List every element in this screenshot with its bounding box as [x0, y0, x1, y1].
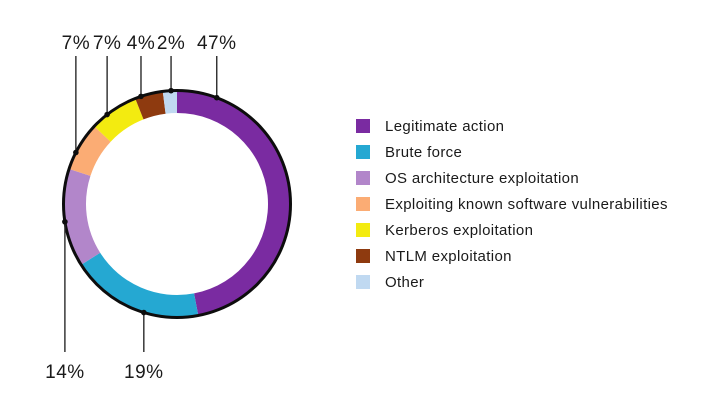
legend-label: Kerberos exploitation	[385, 221, 534, 239]
legend-label: Legitimate action	[385, 117, 505, 135]
slice-ntlm-exploitation	[135, 92, 166, 120]
legend-swatch-icon	[356, 119, 370, 133]
callout-dot-ntlm-exploitation	[138, 93, 144, 100]
slice-legitimate-action	[177, 91, 290, 315]
legend-label: Other	[385, 273, 425, 291]
legend-label: Brute force	[385, 143, 463, 161]
callout-label-legitimate-action: 47%	[197, 33, 237, 54]
callout-label-exploiting-known-software-vulnerabilities: 7%	[62, 33, 90, 54]
legend-swatch-icon	[356, 171, 370, 185]
callout-dot-other	[168, 87, 174, 94]
callout-dot-kerberos-exploitation	[104, 111, 110, 118]
slice-brute-force	[82, 252, 199, 317]
legend-swatch-icon	[356, 275, 370, 289]
callout-label-os-architecture-exploitation: 14%	[45, 362, 85, 383]
legend-label: NTLM exploitation	[385, 247, 512, 265]
chart-legend: Legitimate action Brute force OS architect…	[356, 113, 668, 295]
legend-item-exploiting-known-software-vulnerabilities: Exploiting known software vulnerabilitie…	[356, 191, 668, 217]
legend-swatch-icon	[356, 223, 370, 237]
callout-label-kerberos-exploitation: 7%	[93, 33, 121, 54]
callout-dot-legitimate-action	[213, 94, 220, 101]
legend-item-os-architecture-exploitation: OS architecture exploitation	[356, 165, 668, 191]
legend-item-kerberos-exploitation: Kerberos exploitation	[356, 217, 668, 243]
slice-kerberos-exploitation	[94, 99, 144, 142]
donut-chart: 47% 19% 14% 7% 7% 4% 2%	[45, 33, 292, 383]
callout-dot-exploiting-known-software-vulnerabilities	[73, 149, 79, 156]
slice-os-architecture-exploitation	[64, 169, 101, 265]
slice-other	[162, 91, 177, 114]
legend-label: OS architecture exploitation	[385, 169, 580, 187]
callout-label-ntlm-exploitation: 4%	[127, 33, 155, 54]
callout-dot-brute-force	[141, 309, 147, 316]
legend-item-brute-force: Brute force	[356, 139, 668, 165]
legend-label: Exploiting known software vulnerabilitie…	[385, 195, 668, 213]
legend-swatch-icon	[356, 145, 370, 159]
legend-item-other: Other	[356, 269, 668, 295]
callout-label-other: 2%	[157, 33, 185, 54]
legend-swatch-icon	[356, 249, 370, 263]
legend-item-ntlm-exploitation: NTLM exploitation	[356, 243, 668, 269]
legend-item-legitimate-action: Legitimate action	[356, 113, 668, 139]
callout-dot-os-architecture-exploitation	[62, 218, 68, 225]
callout-label-brute-force: 19%	[124, 362, 164, 383]
ring-outline	[62, 89, 292, 319]
slice-exploiting-known-software-vulnerabilities	[70, 126, 111, 176]
legend-swatch-icon	[356, 197, 370, 211]
